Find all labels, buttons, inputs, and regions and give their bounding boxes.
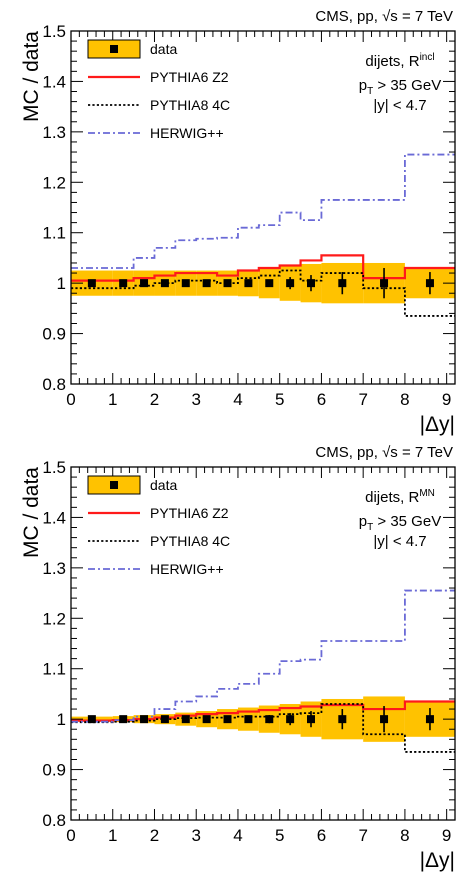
data-point <box>425 279 434 288</box>
info-rapidity-cut: |y| < 4.7 <box>373 97 426 114</box>
x-tick-label: 1 <box>108 826 117 845</box>
legend-label: PYTHIA6 Z2 <box>150 505 229 521</box>
chart-svg-bottom: CMS, pp, √s = 7 TeV 0 1 2 3 4 5 6 7 8 9 0.8 0.9 1 1.1 1… <box>20 444 456 872</box>
data-point <box>181 279 190 288</box>
y-axis-title: MC / data <box>20 467 43 558</box>
x-axis-title: |Δy| <box>420 849 455 872</box>
data-point <box>286 715 295 724</box>
y-tick-label: 1.3 <box>42 123 66 142</box>
legend-label: data <box>150 477 177 493</box>
data-point <box>338 715 347 724</box>
data-point <box>244 715 253 724</box>
y-tick-label: 0.8 <box>42 375 66 394</box>
x-tick-label: 3 <box>191 826 200 845</box>
x-tick-label: 9 <box>442 390 451 409</box>
x-tick-label: 3 <box>191 390 200 409</box>
x-tick-label: 8 <box>400 390 409 409</box>
y-tick-label: 1.1 <box>42 660 66 679</box>
data-point <box>119 279 128 288</box>
series-line-herwig- <box>71 153 455 269</box>
legend-label: PYTHIA6 Z2 <box>150 69 229 85</box>
y-tick-label: 1.4 <box>42 508 66 527</box>
data-point <box>202 279 211 288</box>
y-tick-label: 1 <box>57 710 66 729</box>
data-point <box>307 715 315 724</box>
data-point <box>160 715 169 724</box>
info-rapidity-cut: |y| < 4.7 <box>373 533 426 550</box>
y-tick-label: 1.2 <box>42 609 66 628</box>
y-tick-label: 1.5 <box>42 22 66 41</box>
y-axis-title: MC / data <box>20 31 43 122</box>
x-tick-label: 6 <box>317 390 326 409</box>
data-point <box>160 279 169 288</box>
info-pt-cut: pT > 35 GeV <box>359 77 441 97</box>
series-line-pythia6-z2 <box>71 254 455 282</box>
y-tick-label: 1 <box>57 274 66 293</box>
data-point <box>265 279 274 288</box>
legend-label: PYTHIA8 4C <box>150 533 230 549</box>
x-tick-label: 4 <box>233 826 242 845</box>
legend: data PYTHIA6 Z2 PYTHIA8 4C HERWIG++ <box>87 39 230 141</box>
cms-header: CMS, pp, √s = 7 TeV <box>315 8 453 25</box>
y-tick-label: 0.8 <box>42 811 66 830</box>
data-point <box>307 279 315 288</box>
legend-label: HERWIG++ <box>150 125 224 141</box>
chart-panel-bottom: CMS, pp, √s = 7 TeV 0 1 2 3 4 5 6 7 8 9 0.8 0.9 1 1.1 1… <box>0 436 460 872</box>
x-tick-label: 2 <box>150 390 159 409</box>
data-point <box>87 279 96 288</box>
x-tick-label: 9 <box>442 826 451 845</box>
x-tick-label: 5 <box>275 390 284 409</box>
legend-data-marker <box>110 45 118 53</box>
x-tick-label: 6 <box>317 826 326 845</box>
data-point <box>244 279 253 288</box>
data-point <box>119 715 128 724</box>
y-tick-label: 1.5 <box>42 458 66 477</box>
data-point <box>380 279 389 288</box>
x-tick-label: 1 <box>108 390 117 409</box>
data-point <box>425 715 434 724</box>
data-point <box>202 715 211 724</box>
y-tick-label: 1.3 <box>42 559 66 578</box>
x-tick-label: 5 <box>275 826 284 845</box>
legend-label: PYTHIA8 4C <box>150 97 230 113</box>
data-point <box>223 279 232 288</box>
y-tick-label: 0.9 <box>42 325 66 344</box>
y-tick-label: 0.9 <box>42 761 66 780</box>
x-tick-label: 0 <box>66 390 75 409</box>
series-line-pythia8-4c <box>71 703 455 753</box>
legend-label: data <box>150 41 177 57</box>
data-point <box>223 715 232 724</box>
x-tick-label: 7 <box>358 826 367 845</box>
info-dijets-label: dijets, RMN <box>365 488 435 506</box>
data-point <box>140 715 149 724</box>
x-tick-label: 4 <box>233 390 242 409</box>
data-point <box>87 715 96 724</box>
data-point <box>140 279 149 288</box>
info-pt-cut: pT > 35 GeV <box>359 513 441 533</box>
x-tick-label: 2 <box>150 826 159 845</box>
x-tick-label: 8 <box>400 826 409 845</box>
y-tick-label: 1.4 <box>42 72 66 91</box>
cms-header: CMS, pp, √s = 7 TeV <box>315 444 453 461</box>
y-tick-label: 1.1 <box>42 224 66 243</box>
data-point <box>286 279 295 288</box>
chart-svg-top: CMS, pp, √s = 7 TeV 0 1 2 3 4 5 6 7 8 9 0.8 0.9 1 1.1 1… <box>20 8 456 436</box>
data-point <box>338 279 347 288</box>
legend: data PYTHIA6 Z2 PYTHIA8 4C HERWIG++ <box>87 475 230 577</box>
legend-data-marker <box>110 481 118 489</box>
x-axis-title: |Δy| <box>420 413 455 436</box>
data-point <box>380 715 389 724</box>
series-line-herwig- <box>71 589 455 723</box>
y-tick-label: 1.2 <box>42 173 66 192</box>
x-tick-label: 7 <box>358 390 367 409</box>
data-point <box>265 715 274 724</box>
x-tick-label: 0 <box>66 826 75 845</box>
legend-label: HERWIG++ <box>150 561 224 577</box>
info-dijets-label: dijets, Rincl <box>365 52 434 70</box>
data-point <box>181 715 190 724</box>
chart-panel-top: CMS, pp, √s = 7 TeV 0 1 2 3 4 5 6 7 8 9 0.8 0.9 1 1.1 1… <box>20 8 456 436</box>
